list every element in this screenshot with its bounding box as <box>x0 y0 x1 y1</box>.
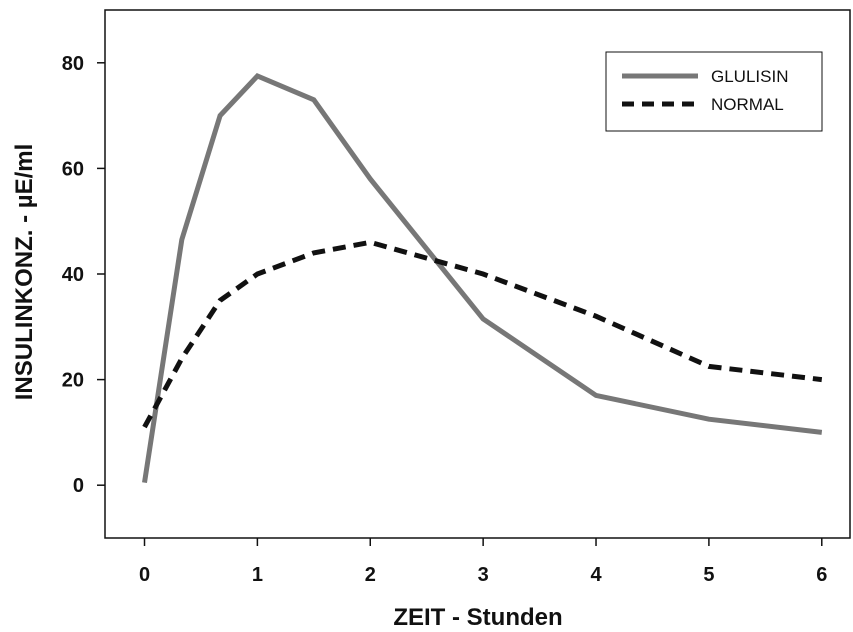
y-axis-title: INSULINKONZ. - µE/ml <box>11 144 38 401</box>
legend: GLULISIN NORMAL <box>605 51 823 132</box>
y-tick-label: 20 <box>62 370 84 392</box>
x-tick-label: 4 <box>590 564 602 586</box>
x-tick-label: 1 <box>252 564 263 586</box>
x-tick-label: 0 <box>139 564 150 586</box>
series-line-glulisin <box>142 73 823 483</box>
series-layer <box>142 73 823 483</box>
y-tick-label: 60 <box>62 158 84 180</box>
y-axis: 0 20 40 60 80 <box>62 53 105 497</box>
x-axis-title: ZEIT - Stunden <box>393 604 562 631</box>
x-tick-label: 6 <box>816 564 827 586</box>
x-axis: 0 1 2 3 4 5 6 <box>139 538 827 586</box>
legend-label-glulisin: GLULISIN <box>711 67 788 86</box>
x-tick-label: 3 <box>478 564 489 586</box>
x-tick-label: 2 <box>365 564 376 586</box>
legend-box <box>605 51 823 132</box>
y-tick-label: 40 <box>62 264 84 286</box>
y-tick-label: 0 <box>73 475 84 497</box>
legend-label-normal: NORMAL <box>711 95 784 114</box>
y-tick-label: 80 <box>62 53 84 75</box>
series-line-normal <box>142 239 823 429</box>
x-tick-label: 5 <box>703 564 714 586</box>
